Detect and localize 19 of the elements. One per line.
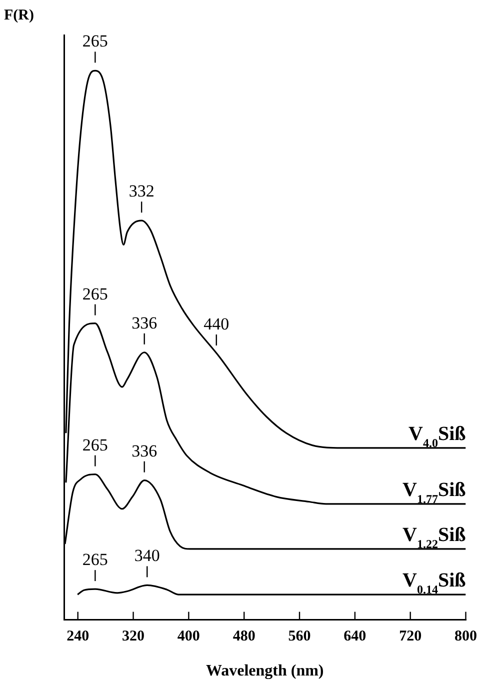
- x-tick-label: 640: [344, 628, 366, 645]
- y-axis-title: F(R): [4, 7, 34, 24]
- annotation: 265: [82, 550, 108, 570]
- annotation: 336: [132, 441, 158, 460]
- x-axis-title: Wavelength (nm): [206, 662, 324, 680]
- x-tick-label: 400: [177, 628, 200, 645]
- annotation: 265: [82, 435, 108, 454]
- x-tick-label: 720: [399, 628, 422, 645]
- annotation: 265: [82, 32, 108, 51]
- x-tick-label: 560: [288, 628, 311, 645]
- x-tick-label: 240: [66, 628, 90, 645]
- x-tick-label: 800: [454, 628, 477, 645]
- x-tick-label: 480: [232, 628, 256, 645]
- annotation: 340: [134, 546, 160, 566]
- x-tick-label: 320: [122, 628, 145, 645]
- annotation: 440: [204, 314, 230, 334]
- annotation: 265: [82, 284, 108, 304]
- annotation: 332: [128, 182, 154, 201]
- annotation: 336: [132, 313, 158, 332]
